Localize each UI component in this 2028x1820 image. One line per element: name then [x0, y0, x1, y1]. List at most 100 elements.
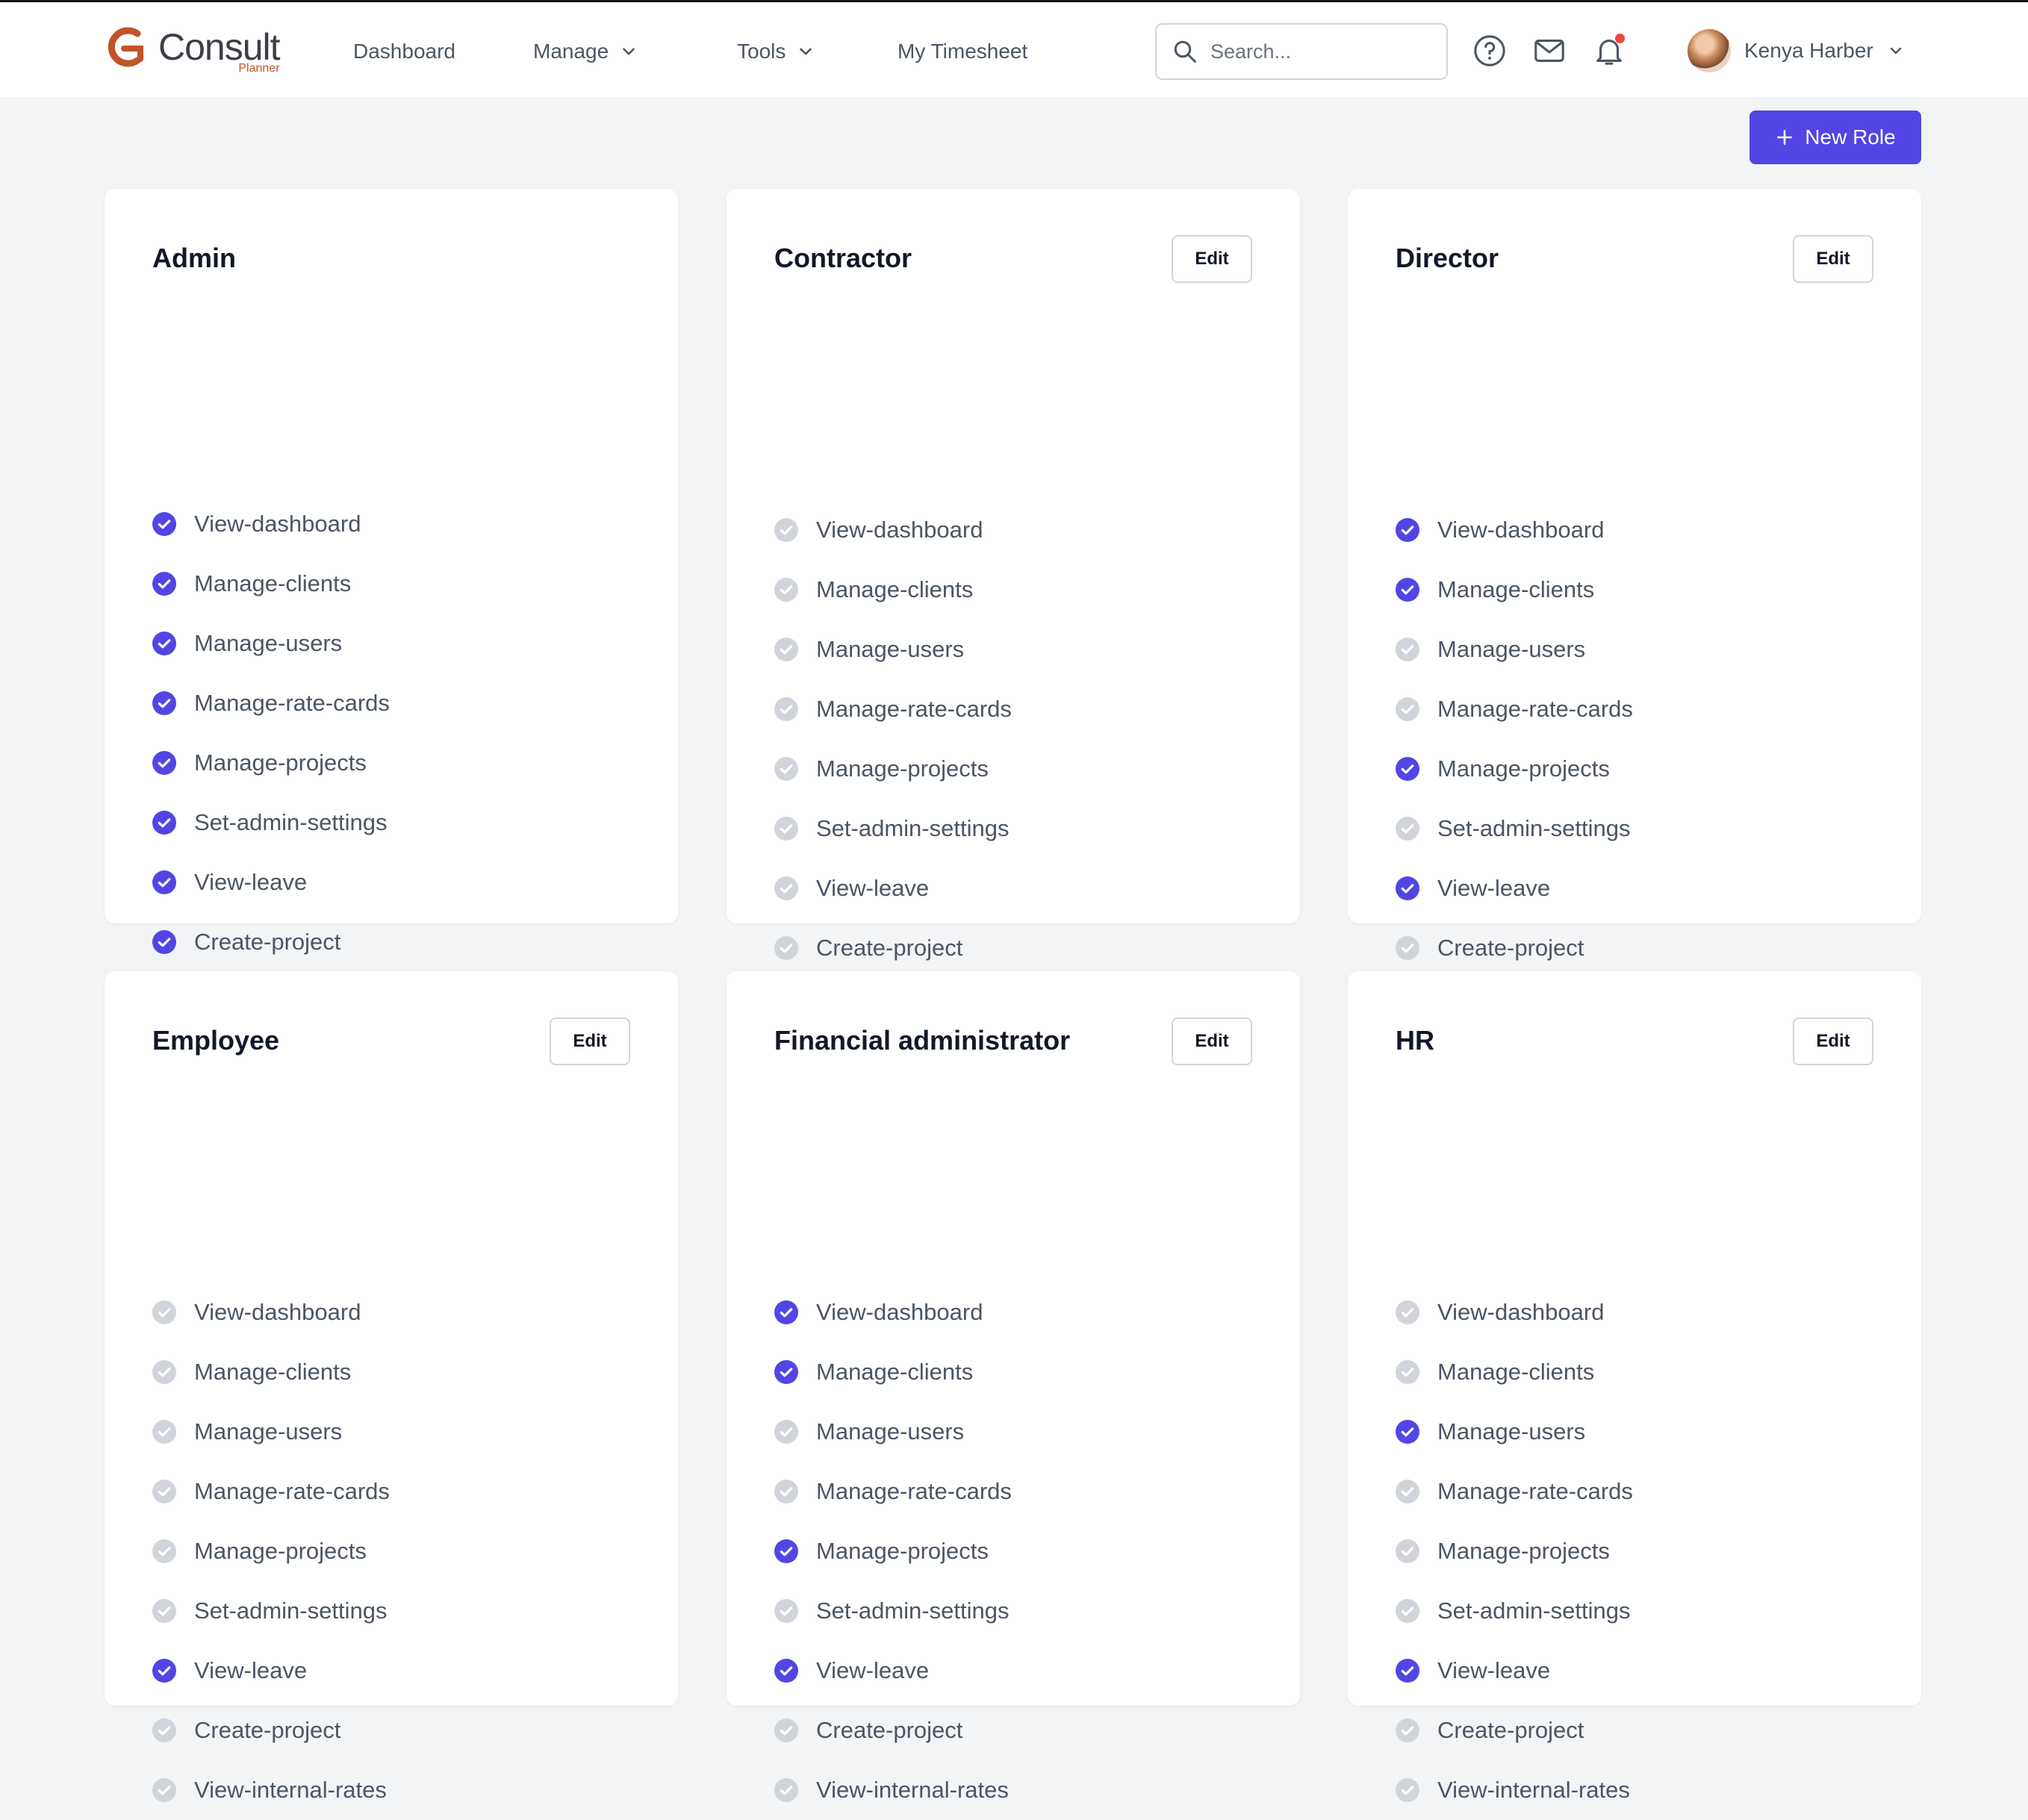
- permission-item: View-leave: [152, 1641, 390, 1701]
- permission-item: Manage-users: [1396, 620, 1633, 679]
- permission-label: Manage-projects: [194, 1538, 367, 1564]
- permission-label: View-dashboard: [194, 1299, 361, 1325]
- messages-button[interactable]: [1532, 34, 1567, 68]
- check-circle-icon: [1396, 518, 1419, 542]
- permission-item: Manage-projects: [1396, 739, 1633, 799]
- permission-item: Manage-rate-cards: [1396, 1462, 1633, 1521]
- check-circle-empty-icon: [152, 1718, 176, 1742]
- permission-item: Create-project: [152, 1701, 390, 1760]
- permission-label: Set-admin-settings: [1437, 1598, 1631, 1624]
- permission-item: View-internal-rates: [774, 1760, 1012, 1820]
- permission-label: Manage-users: [816, 636, 965, 662]
- permission-item: View-dashboard: [152, 494, 390, 554]
- permission-label: Manage-clients: [194, 1359, 352, 1385]
- role-card-contractor: Contractor Edit View-dashboard Manage-clien…: [727, 189, 1300, 1020]
- check-circle-icon: [152, 632, 176, 655]
- check-circle-empty-icon: [1396, 1539, 1419, 1563]
- nav-dashboard[interactable]: Dashboard: [353, 40, 455, 63]
- avatar: [1688, 29, 1731, 72]
- permission-label: View-internal-rates: [194, 1777, 387, 1803]
- permission-item: Create-project: [1396, 918, 1633, 978]
- check-circle-empty-icon: [774, 518, 798, 542]
- role-title: Contractor: [774, 243, 912, 273]
- role-title: HR: [1396, 1025, 1434, 1056]
- permission-item: Manage-rate-cards: [1396, 679, 1633, 739]
- permission-item: Create-project: [152, 912, 390, 972]
- check-circle-icon: [1396, 876, 1419, 900]
- help-button[interactable]: [1472, 34, 1507, 68]
- permission-item: Manage-projects: [1396, 1521, 1633, 1581]
- permission-item: Manage-users: [774, 1402, 1012, 1462]
- permission-label: Manage-clients: [816, 576, 974, 602]
- nav-my-timesheet-label: My Timesheet: [898, 40, 1028, 63]
- permission-item: Manage-users: [774, 620, 1012, 679]
- permission-label: Manage-rate-cards: [194, 690, 390, 716]
- edit-role-button[interactable]: Edit: [1172, 1017, 1252, 1065]
- permission-label: View-dashboard: [1437, 1299, 1605, 1325]
- check-circle-empty-icon: [152, 1480, 176, 1503]
- user-menu[interactable]: Kenya Harber: [1688, 29, 1905, 72]
- permission-label: Create-project: [816, 935, 963, 961]
- role-title: Financial administrator: [774, 1025, 1071, 1056]
- check-circle-empty-icon: [774, 1718, 798, 1742]
- permission-label: Manage-rate-cards: [816, 1478, 1012, 1504]
- permission-label: Manage-projects: [816, 755, 989, 782]
- mail-icon: [1534, 40, 1564, 62]
- permission-item: Manage-rate-cards: [774, 1462, 1012, 1521]
- permission-item: Set-admin-settings: [774, 1581, 1012, 1641]
- check-circle-empty-icon: [774, 697, 798, 721]
- check-circle-empty-icon: [774, 817, 798, 841]
- top-navbar: Consult Planner Dashboard Manage Tools M…: [0, 0, 2028, 97]
- notifications-button[interactable]: [1592, 34, 1626, 68]
- permission-list: View-dashboard Manage-clients Manage-users…: [152, 494, 390, 1032]
- logo-subtitle: Planner: [238, 62, 280, 75]
- permission-item: View-dashboard: [1396, 1283, 1633, 1342]
- logo-wordmark: Consult: [158, 26, 281, 68]
- permission-item: Manage-clients: [152, 554, 390, 614]
- check-circle-empty-icon: [1396, 817, 1419, 841]
- check-circle-icon: [152, 691, 176, 715]
- permission-item: Manage-projects: [152, 1521, 390, 1581]
- nav-my-timesheet[interactable]: My Timesheet: [898, 40, 1027, 63]
- app-logo[interactable]: Consult Planner: [105, 26, 281, 75]
- check-circle-empty-icon: [774, 1599, 798, 1623]
- permission-label: Manage-projects: [1437, 755, 1610, 782]
- edit-role-button[interactable]: Edit: [1793, 235, 1873, 283]
- check-circle-icon: [152, 572, 176, 596]
- permission-item: View-leave: [774, 1641, 1012, 1701]
- permission-label: View-leave: [816, 1657, 930, 1683]
- permission-label: View-leave: [1437, 875, 1551, 901]
- search-box[interactable]: [1155, 23, 1448, 80]
- permission-item: Set-admin-settings: [152, 1581, 390, 1641]
- permission-label: View-leave: [194, 1657, 308, 1683]
- check-circle-empty-icon: [152, 1360, 176, 1384]
- permission-item: View-dashboard: [774, 500, 1012, 560]
- edit-role-button[interactable]: Edit: [550, 1017, 630, 1065]
- check-circle-icon: [152, 870, 176, 894]
- role-card-financial-administrator: Financial administrator Edit View-dashboar…: [727, 971, 1300, 1803]
- search-input[interactable]: [1210, 40, 1434, 63]
- permission-item: Manage-users: [1396, 1402, 1633, 1462]
- permission-label: Set-admin-settings: [816, 1598, 1010, 1624]
- edit-role-button[interactable]: Edit: [1793, 1017, 1873, 1065]
- check-circle-icon: [152, 512, 176, 536]
- permission-item: Manage-projects: [152, 733, 390, 793]
- check-circle-icon: [774, 1360, 798, 1384]
- permission-label: Create-project: [816, 1717, 963, 1743]
- check-circle-empty-icon: [1396, 1480, 1419, 1503]
- nav-tools[interactable]: Tools: [737, 40, 815, 63]
- edit-role-button[interactable]: Edit: [1172, 235, 1252, 283]
- permission-label: View-leave: [816, 875, 930, 901]
- permission-label: Manage-users: [1437, 1418, 1586, 1445]
- new-role-button[interactable]: New Role: [1749, 110, 1921, 164]
- permission-label: View-internal-rates: [1437, 1777, 1630, 1803]
- permission-item: View-dashboard: [1396, 500, 1633, 560]
- check-circle-empty-icon: [1396, 1778, 1419, 1802]
- chevron-down-icon: [623, 48, 635, 55]
- nav-manage[interactable]: Manage: [533, 40, 638, 63]
- plus-icon: [1777, 130, 1793, 145]
- permission-label: View-leave: [194, 869, 308, 895]
- chevron-down-icon: [1890, 47, 1901, 54]
- permission-item: Manage-projects: [774, 739, 1012, 799]
- notification-badge: [1615, 34, 1625, 43]
